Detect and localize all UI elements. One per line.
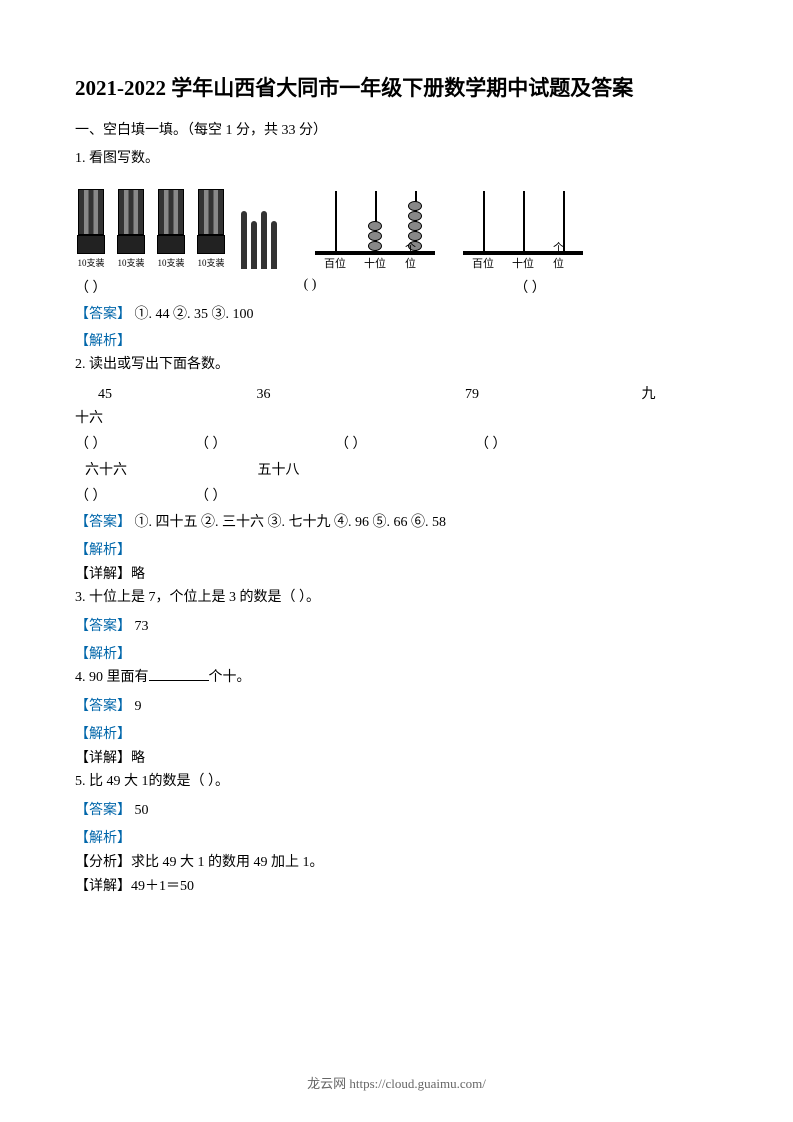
answer-label: 【答案】: [75, 619, 131, 634]
q3-text: 3. 十位上是 7，个位上是 3 的数是（ ）。: [75, 587, 718, 609]
pencil-box: 10支装: [195, 189, 227, 269]
analysis-label: 【解析】: [75, 827, 718, 847]
analysis-label: 【解析】: [75, 539, 718, 559]
footer: 龙云网 https://cloud.guaimu.com/: [0, 1073, 793, 1092]
q3-answer: 73: [135, 619, 149, 634]
q2-answers: ①. 四十五 ②. 三十六 ③. 七十九 ④. 96 ⑤. 66 ⑥. 58: [135, 515, 447, 530]
q4-detail: 【详解】略: [75, 747, 718, 767]
section-header: 一、空白填一填。（每空 1 分，共 33 分）: [75, 120, 718, 142]
box-label: 10支装: [117, 256, 144, 269]
q5-answer: 50: [135, 803, 149, 818]
pencil-box: 10支装: [75, 189, 107, 269]
answer-label: 【答案】: [75, 307, 131, 322]
q5-analysis: 【分析】求比 49 大 1 的数用 49 加上 1。: [75, 851, 718, 871]
loose-pencils: [241, 189, 277, 269]
box-label: 10支装: [157, 256, 184, 269]
abacus-label: 十位: [512, 255, 534, 271]
abacus-label: 十位: [364, 255, 386, 271]
q1-answers: ①. 44 ②. 35 ③. 100: [135, 307, 254, 322]
q1-images: 10支装 10支装 10支装 10支装 百位 十位 个位: [75, 179, 718, 269]
q2-blanks1: （ ） （ ） （ ） （ ）: [75, 433, 718, 453]
q4-answer: 9: [135, 699, 142, 714]
answer-label: 【答案】: [75, 699, 131, 714]
pencil-box: 10支装: [155, 189, 187, 269]
q2-detail: 【详解】略: [75, 563, 718, 583]
pencil-box: 10支装: [115, 189, 147, 269]
q4-text: 4. 90 里面有个十。: [75, 667, 718, 689]
analysis-label: 【解析】: [75, 330, 718, 350]
abacus-label: 百位: [324, 255, 346, 271]
analysis-label: 【解析】: [75, 643, 718, 663]
answer-label: 【答案】: [75, 515, 131, 530]
box-label: 10支装: [197, 256, 224, 269]
q5-detail: 【详解】49＋1＝50: [75, 875, 718, 895]
page-title: 2021-2022 学年山西省大同市一年级下册数学期中试题及答案: [75, 70, 718, 108]
q2-blanks2: （ ） （ ）: [75, 485, 718, 505]
q1-text: 1. 看图写数。: [75, 148, 718, 170]
abacus-label: 个位: [405, 239, 425, 271]
abacus-1: 百位 十位 个位: [315, 179, 435, 269]
abacus-2: 百位 十位 个位: [463, 179, 583, 269]
q2-text: 2. 读出或写出下面各数。: [75, 354, 718, 376]
abacus-label: 个位: [553, 239, 573, 271]
q2-row1-tail: 十六: [75, 407, 718, 427]
q2-row1: 45 36 79 九: [75, 383, 718, 403]
analysis-label: 【解析】: [75, 723, 718, 743]
q5-text: 5. 比 49 大 1的数是（ ）。: [75, 771, 718, 793]
q1-blanks: （ ） ( ) （ ）: [75, 277, 718, 297]
q2-row2: 六十六 五十八: [75, 459, 718, 479]
box-label: 10支装: [77, 256, 104, 269]
answer-label: 【答案】: [75, 803, 131, 818]
abacus-label: 百位: [472, 255, 494, 271]
